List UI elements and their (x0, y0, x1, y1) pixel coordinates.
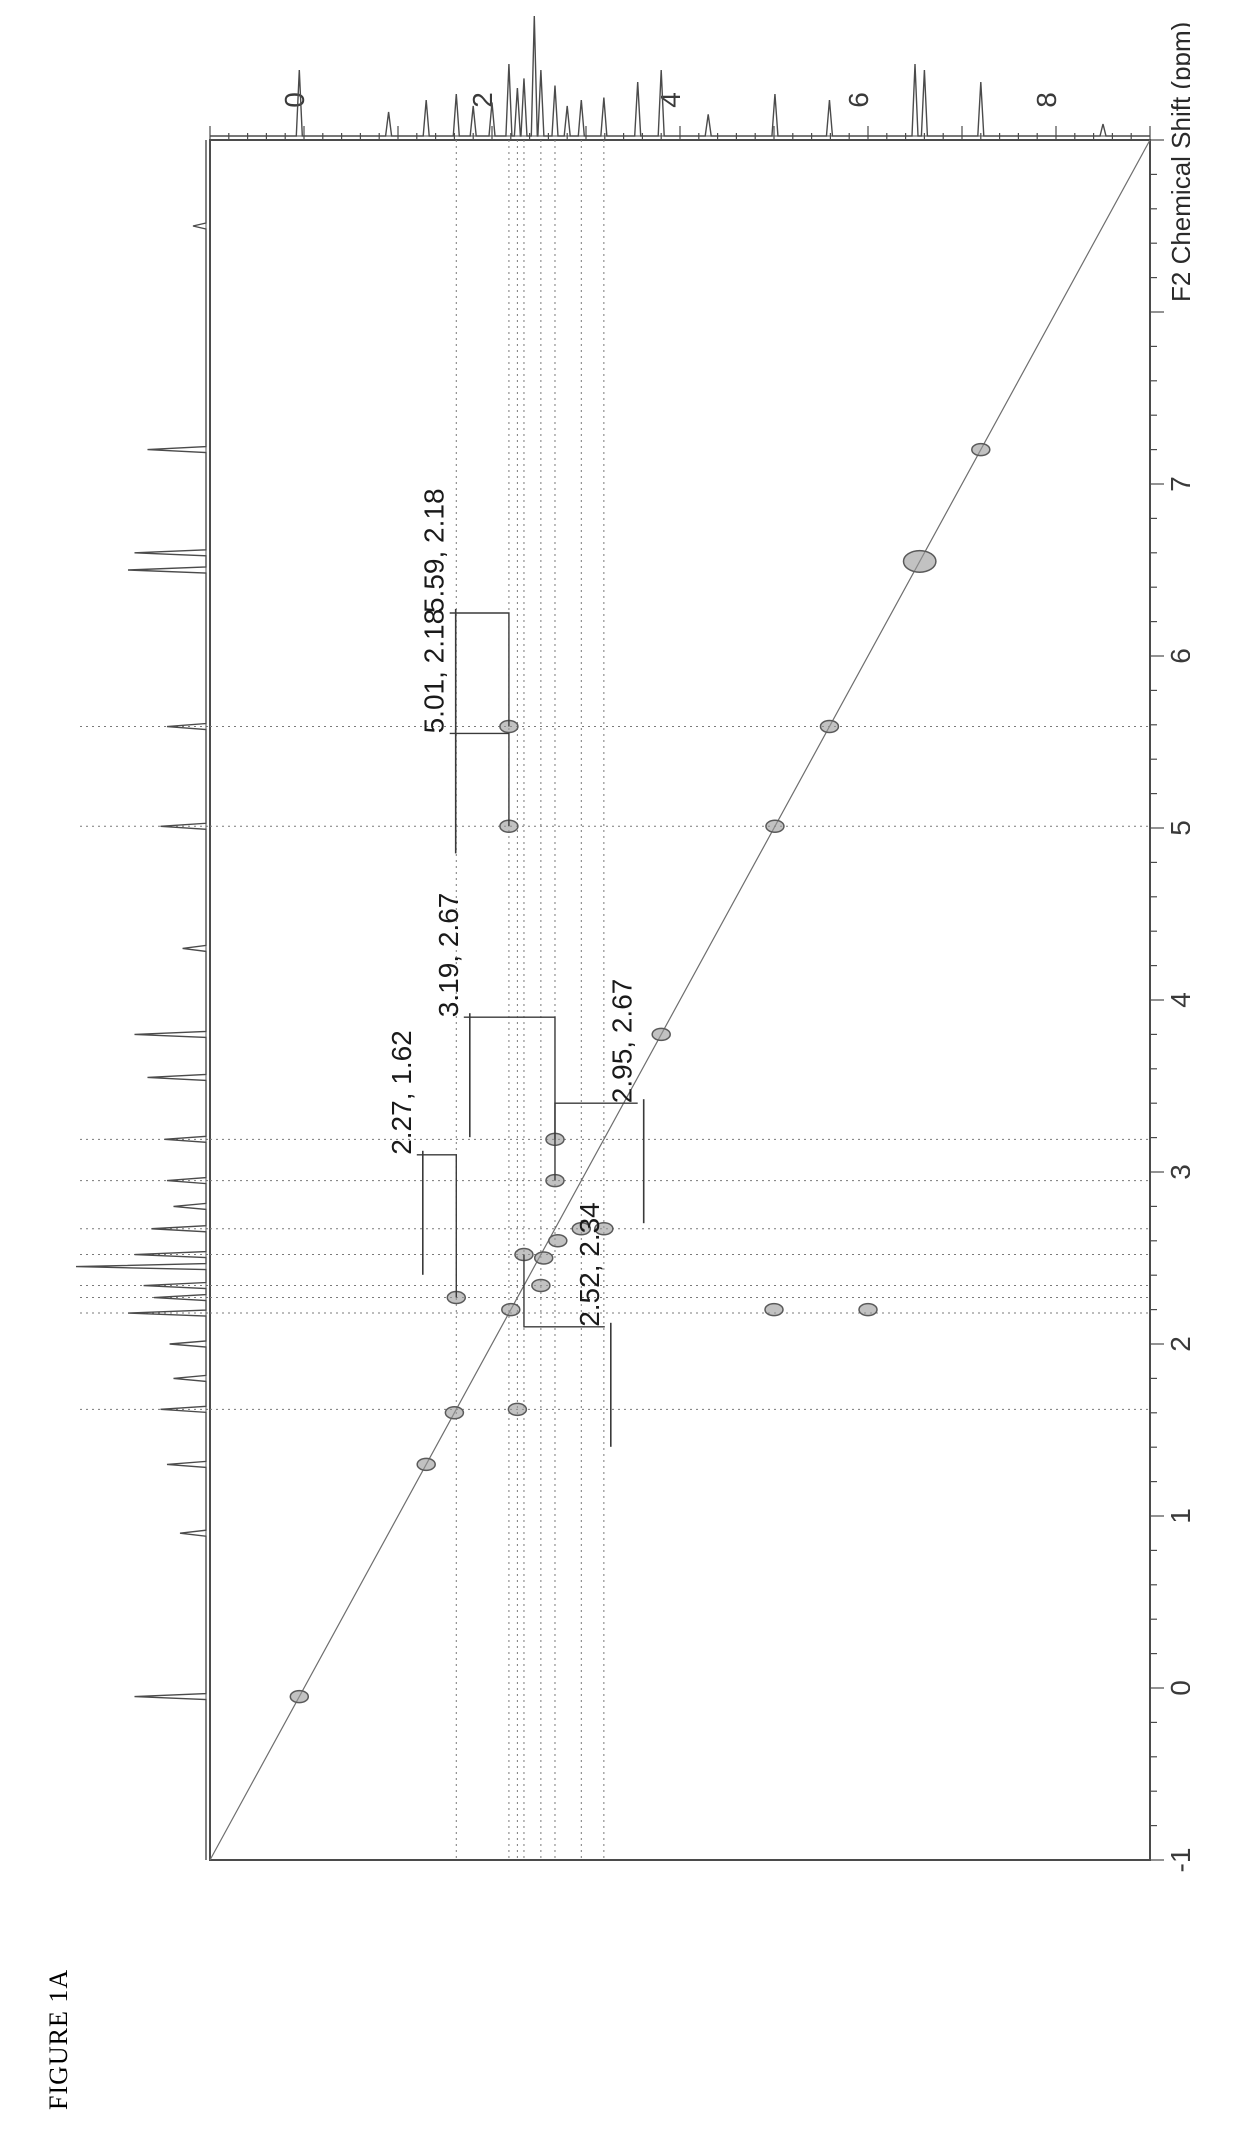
f1-tick-label: 8 (1031, 92, 1062, 108)
cross-peak (652, 1028, 670, 1040)
f2-axis-title: F2 Chemical Shift (ppm) (1166, 22, 1190, 302)
annotation-label: 5.01, 2.18 (419, 609, 450, 734)
annotation-label: 5.59, 2.18 (419, 488, 450, 613)
f2-tick-label: 6 (1165, 648, 1190, 664)
annotation-leader (555, 1103, 638, 1180)
annotation-label: 2.52, 2.34 (574, 1202, 605, 1327)
cross-peak (972, 444, 990, 456)
plot-svg: -101234567F2 Chemical Shift (ppm)024685.… (50, 0, 1190, 2150)
f1-tick-label: 2 (467, 92, 498, 108)
f1-tick-label: 0 (279, 92, 310, 108)
cross-peak (549, 1235, 567, 1247)
cross-peak (445, 1407, 463, 1419)
annotation-leader (450, 613, 509, 727)
cross-peak (417, 1458, 435, 1470)
cross-peak (765, 1304, 783, 1316)
f2-tick-label: 3 (1165, 1164, 1190, 1180)
cross-peak (508, 1403, 526, 1415)
nmr-cosy-plot: -101234567F2 Chemical Shift (ppm)024685.… (50, 0, 1190, 2150)
f2-tick-label: 7 (1165, 476, 1190, 492)
f2-tick-label: 2 (1165, 1336, 1190, 1352)
cross-peak (859, 1304, 877, 1316)
f2-tick-label: 5 (1165, 820, 1190, 836)
f2-tick-label: 4 (1165, 992, 1190, 1008)
cross-peak (766, 820, 784, 832)
f2-tick-label: 0 (1165, 1680, 1190, 1696)
annotation-label: 2.95, 2.67 (607, 979, 638, 1104)
page: FIGURE 1A -101234567F2 Chemical Shift (p… (0, 0, 1240, 2150)
cross-peak (904, 551, 936, 573)
f2-tick-label: 1 (1165, 1508, 1190, 1524)
diagonal (210, 140, 1150, 1860)
f2-tick-label: -1 (1165, 1848, 1190, 1873)
annotation-label: 3.19, 2.67 (433, 893, 464, 1018)
spectrum-1d-top (210, 16, 1150, 136)
cross-peak (532, 1280, 550, 1292)
spectrum-1d-left (76, 140, 206, 1860)
cross-peak (535, 1252, 553, 1264)
cross-peak (820, 721, 838, 733)
cross-peak (290, 1691, 308, 1703)
cross-peak (502, 1304, 520, 1316)
annotation-leader (450, 733, 509, 826)
annotation-label: 2.27, 1.62 (386, 1030, 417, 1155)
f1-tick-label: 6 (843, 92, 874, 108)
